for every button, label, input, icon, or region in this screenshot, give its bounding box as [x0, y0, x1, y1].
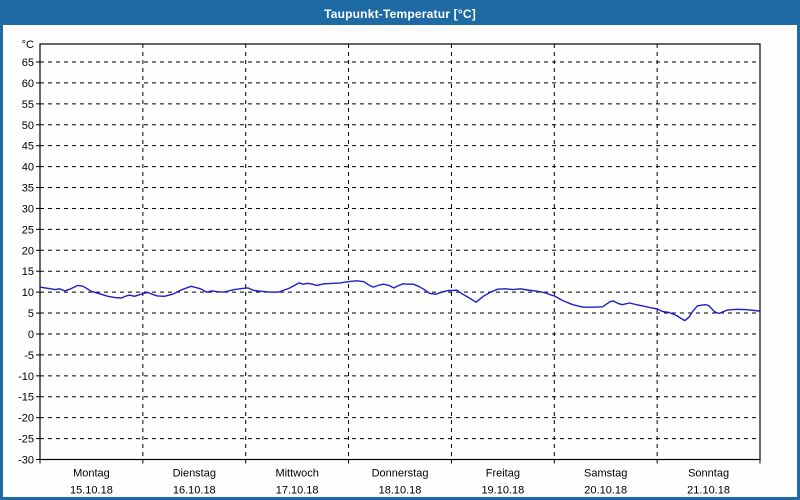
- window-title: Taupunkt-Temperatur [°C]: [324, 7, 476, 21]
- y-axis-tick-label: 40: [22, 162, 34, 174]
- dewpoint-line-chart: 65605550454035302520151050-5-10-15-20-25…: [18, 39, 761, 497]
- y-axis-tick-label: 55: [22, 99, 34, 111]
- x-axis-day-label: Donnerstag: [372, 468, 429, 480]
- y-axis-tick-label: 0: [28, 329, 34, 341]
- window-titlebar: Taupunkt-Temperatur [°C]: [3, 3, 797, 25]
- y-axis-tick-label: 65: [22, 57, 34, 69]
- y-axis-tick-label: 10: [22, 287, 34, 299]
- y-axis-tick-label: -5: [24, 350, 34, 362]
- x-axis-day-label: Dienstag: [173, 468, 216, 480]
- y-axis-tick-label: 50: [22, 120, 34, 132]
- y-axis-tick-label: 20: [22, 245, 34, 257]
- plot-border: [39, 43, 761, 461]
- y-axis-tick-label: -25: [18, 434, 34, 446]
- x-axis-date-label: 17.10.18: [276, 485, 319, 497]
- x-axis-day-label: Sonntag: [688, 468, 729, 480]
- y-axis-tick-label: 45: [22, 141, 34, 153]
- y-axis-tick-label: 35: [22, 183, 34, 195]
- chart-area: 65 60 55 50 45 40 35 30 25 20 15 10 5 0 -5 -10 -15 -20 -25…: [3, 25, 797, 497]
- y-axis-tick-label: 5: [28, 308, 34, 320]
- y-axis-tick-label: -15: [18, 392, 34, 404]
- y-axis-tick-label: 15: [22, 266, 34, 278]
- y-axis-unit-label: °C: [22, 39, 34, 51]
- x-axis-date-label: 21.10.18: [687, 485, 730, 497]
- y-axis-tick-label: 25: [22, 224, 34, 236]
- x-axis-date-label: 20.10.18: [584, 485, 627, 497]
- y-axis-tick-label: -10: [18, 371, 34, 383]
- y-axis-tick-label: 60: [22, 78, 34, 90]
- x-axis-date-label: 16.10.18: [173, 485, 216, 497]
- x-axis-day-label: Samstag: [584, 468, 627, 480]
- y-axis-tick-label: -20: [18, 413, 34, 425]
- x-axis-date-label: 15.10.18: [70, 485, 113, 497]
- y-axis-tick-label: -30: [18, 455, 34, 467]
- y-axis-tick-label: 30: [22, 203, 34, 215]
- dewpoint-series-line: [39, 280, 760, 322]
- x-axis-date-label: 19.10.18: [481, 485, 524, 497]
- x-axis-date-label: 18.10.18: [379, 485, 422, 497]
- x-axis-day-label: Mittwoch: [275, 468, 318, 480]
- x-axis-day-label: Montag: [73, 468, 110, 480]
- x-axis-day-label: Freitag: [486, 468, 520, 480]
